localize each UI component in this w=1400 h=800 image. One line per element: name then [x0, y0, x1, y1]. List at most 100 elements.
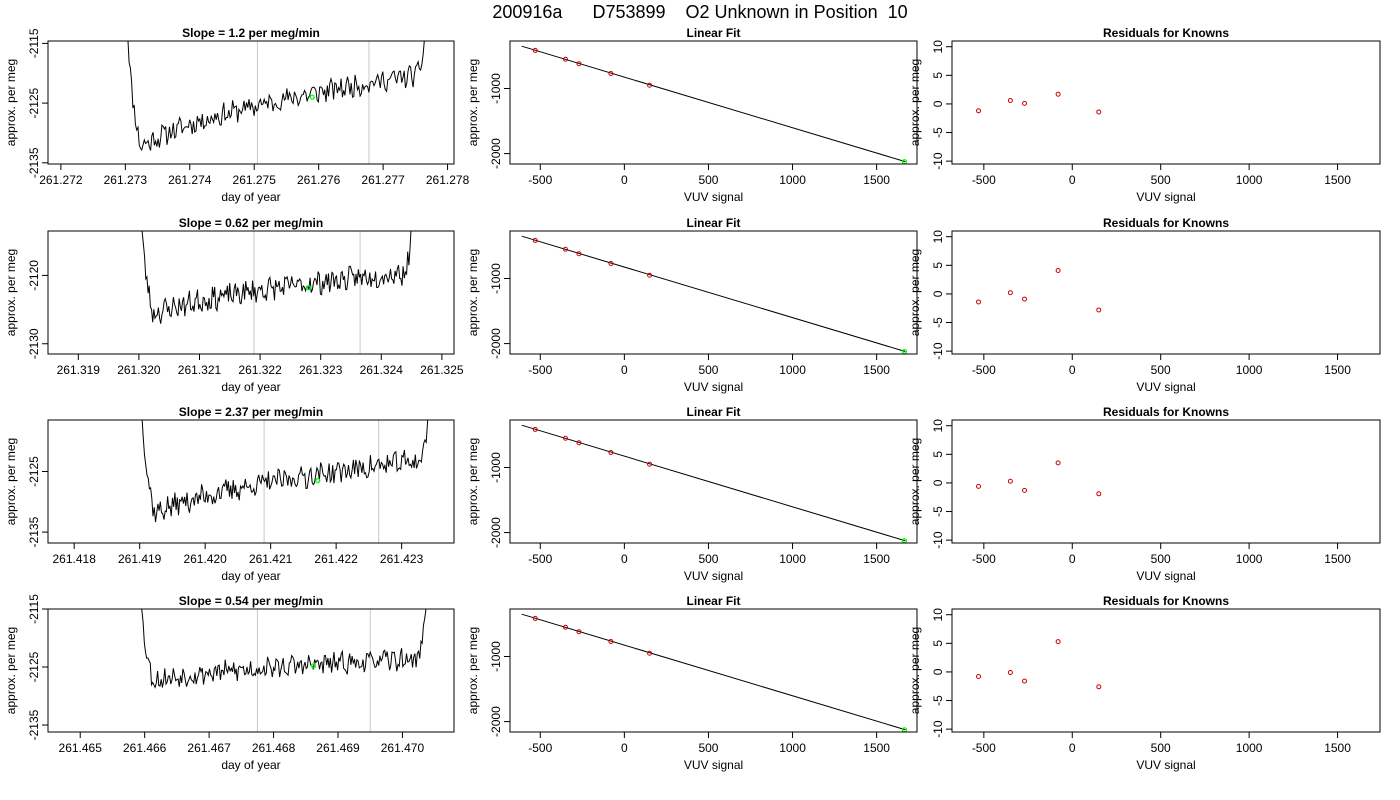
residual-point [1022, 100, 1028, 106]
y-tick-label: 5 [931, 640, 945, 647]
x-tick-label: 500 [698, 741, 718, 755]
residual-point [1022, 678, 1028, 684]
chart-title: Residuals for Knowns [1103, 594, 1229, 608]
x-axis-label: VUV signal [1136, 190, 1195, 204]
y-axis-label: approx. per meg [4, 627, 18, 714]
residual-point [976, 483, 982, 489]
x-tick-label: 500 [698, 363, 718, 377]
y-tick-label: 0 [931, 668, 945, 675]
known-point [647, 82, 653, 88]
x-tick-label: 1500 [863, 363, 890, 377]
x-axis-label: day of year [221, 758, 280, 772]
chart-panel-10: Slope = 0.54 per meg/min 261.465 261.466 26… [4, 594, 455, 772]
chart-panel-7: Slope = 2.37 per meg/min 261.418 261.419 26… [4, 405, 455, 583]
x-tick-label: 0 [1069, 173, 1076, 187]
chart-panel-12: Residuals for Knowns -500 0 500 1000 1500 -10 -… [908, 594, 1381, 772]
y-tick-label: -5 [931, 317, 945, 328]
known-point [563, 435, 568, 441]
plot-frame [47, 230, 455, 355]
x-tick-label: 1500 [863, 552, 890, 566]
x-tick-label: 261.325 [420, 363, 464, 377]
x-tick-label: 261.274 [168, 173, 212, 187]
x-tick-label: 1000 [779, 741, 806, 755]
y-tick-label: -10 [931, 152, 945, 170]
x-tick-label: 0 [1069, 552, 1076, 566]
y-tick-label: 0 [931, 290, 945, 297]
y-tick-label: -2000 [489, 706, 503, 737]
chart-panel-8: Linear Fit -500 0 500 1000 1500 -2000 -1000 VUV … [466, 405, 918, 583]
x-tick-label: 261.276 [297, 173, 341, 187]
residual-point [1055, 639, 1061, 645]
residual-point [1007, 478, 1013, 484]
unknown-point [310, 663, 317, 669]
y-tick-label: -1000 [489, 263, 503, 294]
known-point [647, 461, 653, 467]
x-tick-label: 0 [1069, 741, 1076, 755]
residual-point [1096, 109, 1102, 115]
x-tick-label: 261.319 [57, 363, 101, 377]
plot-frame [951, 40, 1381, 165]
known-point [576, 629, 582, 635]
plot-area [141, 609, 427, 732]
y-tick-label: 0 [931, 100, 945, 107]
y-tick-label: 5 [931, 72, 945, 79]
plot-frame [509, 230, 918, 355]
known-point [608, 639, 614, 645]
residual-point [976, 108, 982, 114]
y-axis-label: approx. per meg [466, 249, 480, 336]
y-tick-label: -2125 [27, 651, 41, 682]
plot-frame [47, 419, 455, 544]
chart-panel-5: Linear Fit -500 0 500 1000 1500 -2000 -1000 VUV … [466, 216, 918, 394]
known-point [608, 71, 614, 77]
residual-point [976, 299, 982, 305]
x-tick-label: 261.466 [123, 741, 167, 755]
fit-line [521, 235, 906, 353]
x-tick-label: 261.468 [252, 741, 296, 755]
chart-title: Slope = 1.2 per meg/min [182, 26, 320, 40]
y-tick-label: 5 [931, 262, 945, 269]
plot-frame [951, 419, 1381, 544]
plot-area [976, 91, 1102, 115]
x-tick-label: 261.278 [426, 173, 470, 187]
x-tick-label: 1000 [779, 363, 806, 377]
known-point [608, 450, 614, 456]
x-tick-label: 261.469 [316, 741, 360, 755]
signal-trace-line [141, 609, 427, 689]
chart-title: Slope = 0.62 per meg/min [179, 216, 323, 230]
known-point [563, 56, 568, 62]
x-tick-label: 261.320 [117, 363, 161, 377]
x-tick-label: 261.321 [178, 363, 222, 377]
y-tick-label: 10 [931, 608, 945, 622]
chart-title: Residuals for Knowns [1103, 405, 1229, 419]
x-tick-label: 0 [621, 741, 628, 755]
chart-panel-11: Linear Fit -500 0 500 1000 1500 -2000 -1000 VUV … [466, 594, 918, 772]
chart-title: Residuals for Knowns [1103, 26, 1229, 40]
x-axis-label: VUV signal [1136, 569, 1195, 583]
unknown-point [309, 94, 315, 100]
y-tick-label: 10 [931, 419, 945, 433]
plot-area [521, 45, 908, 164]
y-tick-label: -2120 [27, 260, 41, 291]
x-tick-label: -500 [972, 173, 996, 187]
unknown-point [315, 477, 321, 484]
x-tick-label: 1500 [863, 173, 890, 187]
chart-title: Slope = 0.54 per meg/min [179, 594, 323, 608]
x-tick-label: 261.420 [183, 552, 227, 566]
residual-point [1007, 97, 1013, 103]
x-tick-label: 1000 [1236, 741, 1263, 755]
residual-point [1096, 491, 1102, 497]
y-tick-label: -10 [931, 720, 945, 738]
plot-area [521, 613, 908, 732]
known-point [532, 426, 538, 432]
y-tick-label: -2000 [489, 138, 503, 169]
y-axis-label: approx. per meg [908, 627, 922, 714]
residual-point [1055, 267, 1061, 273]
fit-line [521, 613, 906, 731]
chart-title: Linear Fit [686, 26, 740, 40]
x-tick-label: 1000 [1236, 363, 1263, 377]
plot-area [127, 41, 425, 164]
plot-frame [951, 608, 1381, 733]
fit-line [521, 424, 906, 542]
chart-panel-6: Residuals for Knowns -500 0 500 1000 1500 -10 -… [908, 216, 1381, 394]
